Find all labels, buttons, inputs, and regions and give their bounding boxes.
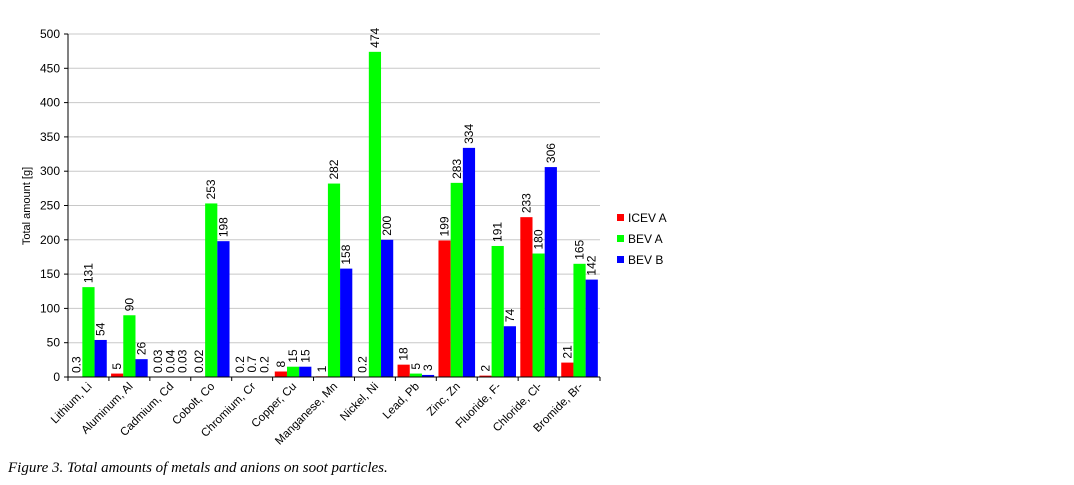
data-label: 3 <box>421 364 435 371</box>
legend: ICEV A BEV A BEV B <box>617 211 667 267</box>
data-label: 0.04 <box>163 349 177 373</box>
bar-icev-a <box>438 240 451 377</box>
axes <box>64 33 601 381</box>
bar-bev-b <box>544 167 557 377</box>
y-tick-label: 200 <box>40 233 60 247</box>
data-label: 198 <box>216 217 230 237</box>
data-label: 180 <box>532 229 546 249</box>
bar-bev-b <box>217 241 230 377</box>
bar-icev-a <box>520 217 533 377</box>
legend-swatch <box>617 214 624 221</box>
data-label: 54 <box>94 322 108 336</box>
x-tick-label: Zinc, Zn <box>425 381 463 419</box>
data-label: 0.02 <box>192 349 206 373</box>
data-label: 0.3 <box>69 356 83 373</box>
y-tick-label: 0 <box>53 370 60 384</box>
bar-bev-a <box>82 287 95 377</box>
x-tick-label: Nickel, Ni <box>338 381 381 424</box>
bar-bev-a <box>286 366 300 377</box>
data-label: 0.2 <box>257 356 271 373</box>
bar-bev-a <box>368 51 382 377</box>
data-label: 253 <box>204 179 218 199</box>
bar-bev-a <box>123 315 136 377</box>
y-tick-labels: 0 50 100 150 200 250 300 350 400 450 500 <box>40 27 60 384</box>
y-tick-label: 500 <box>40 27 60 41</box>
y-tick-label: 50 <box>47 336 61 350</box>
legend-entry: ICEV A <box>628 211 667 225</box>
data-label: 0.03 <box>176 349 190 373</box>
bar-bev-b <box>462 147 476 377</box>
bar-icev-a <box>274 371 287 377</box>
bar-bev-a <box>409 373 422 377</box>
y-tick-label: 250 <box>40 199 60 213</box>
data-label: 18 <box>397 347 411 361</box>
data-label: 15 <box>286 349 300 363</box>
bar-bev-a <box>205 203 218 377</box>
data-label: 334 <box>462 124 476 144</box>
data-label: 8 <box>274 361 288 368</box>
data-label: 200 <box>380 215 394 235</box>
bar-icev-a <box>397 364 410 377</box>
bar-bev-a <box>491 245 504 377</box>
legend-entry: BEV A <box>628 232 663 246</box>
data-label: 1 <box>315 365 329 372</box>
data-label: 5 <box>110 363 124 370</box>
data-label: 199 <box>438 216 452 236</box>
y-tick-label: 450 <box>40 61 60 75</box>
bar-bev-a <box>532 253 545 377</box>
data-label: 233 <box>519 193 533 213</box>
bar-bev-a <box>450 182 463 377</box>
y-tick-label: 300 <box>40 164 60 178</box>
bar-bev-b <box>585 279 598 377</box>
data-label: 306 <box>544 143 558 163</box>
bar-bev-a <box>327 183 341 377</box>
y-tick-label: 100 <box>40 301 60 315</box>
legend-swatch <box>617 235 624 242</box>
legend-entry: BEV B <box>628 253 663 267</box>
y-tick-label: 400 <box>40 96 60 110</box>
data-label: 131 <box>81 263 95 283</box>
data-label: 191 <box>491 222 505 242</box>
data-label: 0.2 <box>356 356 370 373</box>
figure-caption: Figure 3. Total amounts of metals and an… <box>8 460 388 476</box>
bar-bev-b <box>381 239 394 377</box>
data-label: 0.7 <box>245 356 259 373</box>
bars <box>82 51 598 377</box>
data-label: 165 <box>573 239 587 259</box>
data-label: 5 <box>409 363 423 370</box>
legend-swatch <box>617 256 624 263</box>
data-label: 283 <box>450 159 464 179</box>
data-label: 0.03 <box>151 349 165 373</box>
bar-icev-a <box>561 362 574 377</box>
y-axis-label: Total amount [g] <box>21 167 33 245</box>
bar-bev-b <box>503 326 516 377</box>
y-tick-label: 150 <box>40 267 60 281</box>
data-label: 26 <box>135 341 149 355</box>
bar-bev-b <box>94 339 107 377</box>
bar-bev-b <box>421 374 435 377</box>
y-tick-label: 350 <box>40 130 60 144</box>
data-label: 282 <box>327 159 341 179</box>
data-label: 2 <box>478 365 492 372</box>
data-label: 142 <box>585 255 599 275</box>
data-label: 90 <box>122 298 136 312</box>
bar-bev-b <box>135 359 148 377</box>
data-label: 74 <box>503 309 517 323</box>
bar-icev-a <box>479 375 492 377</box>
bar-bev-b <box>340 268 353 377</box>
data-label: 474 <box>368 27 382 47</box>
data-label: 21 <box>560 345 574 359</box>
bar-icev-a <box>111 373 124 377</box>
bar-bev-b <box>299 366 312 377</box>
x-tick-label: Lead, Pb <box>381 381 422 422</box>
bar-bev-a <box>573 263 586 377</box>
data-label: 158 <box>339 244 353 264</box>
data-label: 0.2 <box>233 356 247 373</box>
data-label: 15 <box>298 349 312 363</box>
